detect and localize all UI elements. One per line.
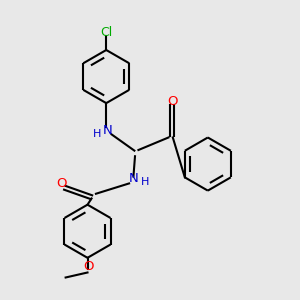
Text: O: O [167,95,177,108]
Text: O: O [83,260,93,273]
Text: Cl: Cl [100,26,112,39]
Text: O: O [56,177,67,190]
Text: N: N [129,172,139,185]
Text: N: N [102,124,112,137]
Text: H: H [93,129,101,140]
Text: H: H [140,177,149,187]
